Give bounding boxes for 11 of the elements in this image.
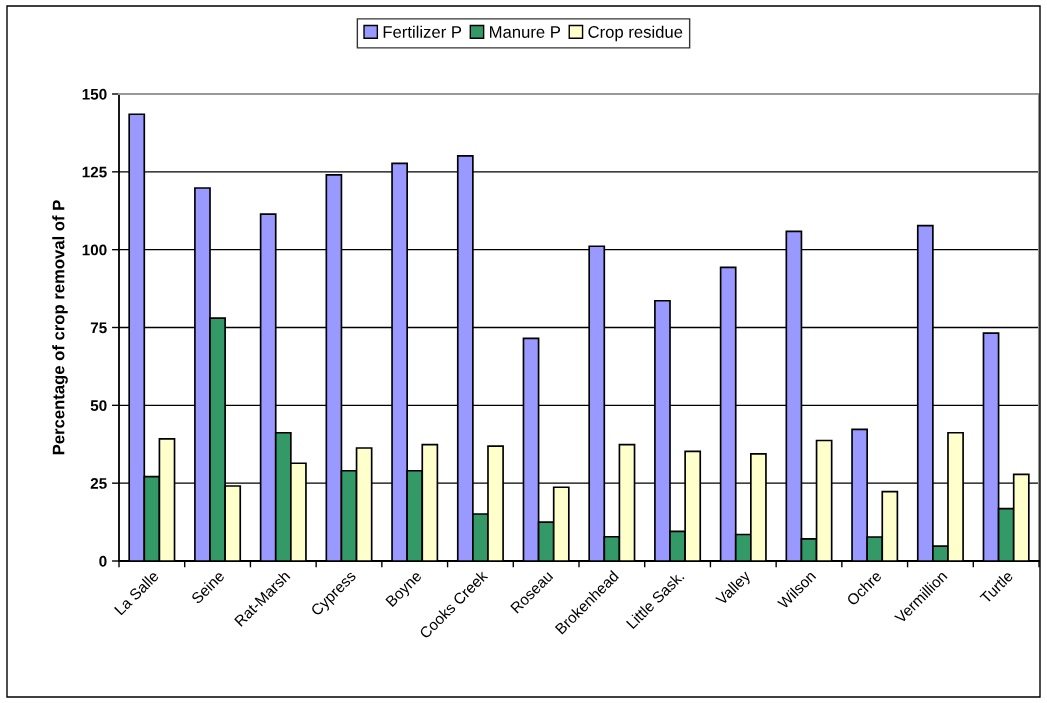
y-tick-label: 0 [99,555,107,567]
y-tick-label: 100 [82,244,107,256]
y-tick-label: 150 [82,88,107,100]
legend-label: Crop residue [588,25,683,42]
y-axis-title: Percentage of crop removal of P [52,200,68,455]
legend-label: Manure P [490,26,561,38]
y-tick-label: 50 [90,400,107,412]
legend-label: Fertilizer P [383,25,462,38]
y-tick-label: 25 [90,478,107,489]
y-tick-label: 75 [90,322,107,334]
y-tick-label: 125 [82,166,107,178]
